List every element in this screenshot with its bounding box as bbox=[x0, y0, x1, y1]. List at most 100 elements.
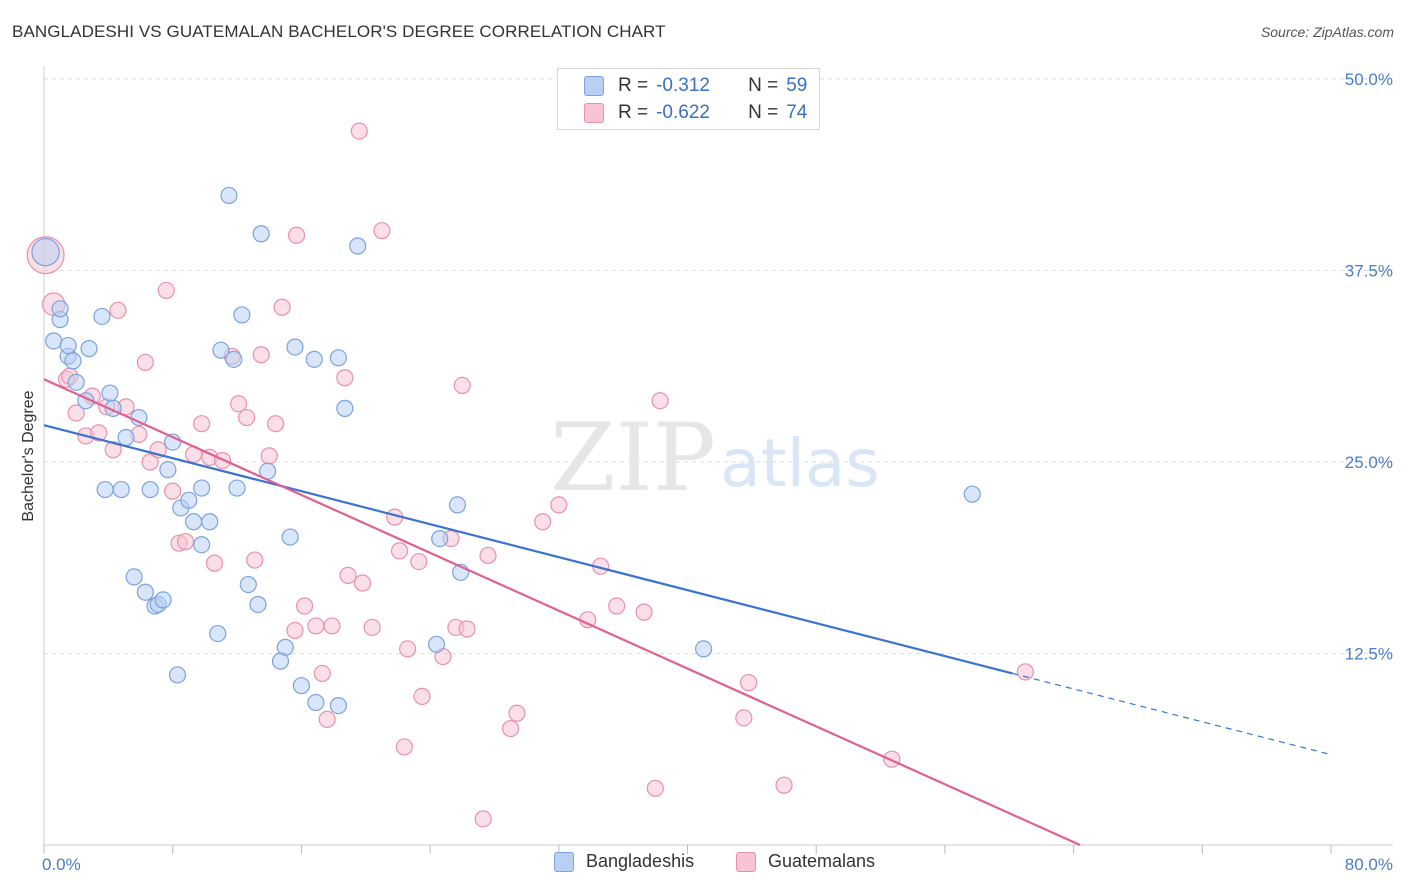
bangladeshi-point bbox=[117, 428, 135, 447]
r-value: -0.622 bbox=[656, 102, 710, 123]
guatemalan-point bbox=[273, 298, 291, 316]
bangladeshi-point bbox=[336, 399, 354, 417]
x-tick-label: 0.0% bbox=[42, 855, 81, 874]
r-label: R = bbox=[618, 102, 649, 123]
guatemalan-point bbox=[109, 301, 127, 319]
guatemalan-point bbox=[67, 404, 85, 422]
guatemalan-point bbox=[286, 621, 304, 640]
bangladeshi-point bbox=[239, 575, 257, 594]
bangladeshi-trend-extension bbox=[1012, 672, 1332, 756]
guatemalan-point bbox=[353, 574, 372, 592]
tick-labels: 12.5% 25.0% 37.5% 50.0% 0.0% 80.0% bbox=[42, 70, 1393, 874]
guatemalan-point bbox=[398, 640, 417, 658]
guatemalan-point bbox=[395, 738, 413, 756]
guatemalan-point bbox=[508, 704, 526, 722]
guatemalan-point bbox=[635, 603, 653, 621]
guatemalan-point bbox=[413, 687, 431, 705]
guatemalan-point bbox=[238, 408, 256, 427]
guatemalan-point bbox=[458, 620, 476, 638]
bangladeshi-point bbox=[130, 408, 148, 427]
legend-label: Guatemalans bbox=[768, 851, 876, 871]
n-value: 74 bbox=[786, 102, 808, 123]
bangladeshi-point bbox=[67, 373, 85, 391]
guatemalan-point bbox=[104, 441, 122, 459]
legend-row-guatemalans: R = -0.622 N = 74 bbox=[584, 100, 807, 126]
bangladeshi-trend-line bbox=[43, 424, 1013, 675]
bangladeshis-points bbox=[31, 186, 981, 715]
guatemalan-point bbox=[307, 617, 325, 635]
grid-lines bbox=[44, 78, 1393, 654]
bangladeshi-point bbox=[31, 237, 60, 267]
guatemalan-point bbox=[534, 513, 552, 531]
y-tick-label: 50.0% bbox=[1345, 70, 1393, 89]
bangladeshi-point bbox=[112, 480, 130, 499]
y-tick-label: 37.5% bbox=[1345, 262, 1393, 281]
y-axis-label: Bachelor's Degree bbox=[20, 390, 37, 521]
bangladeshi-point bbox=[307, 693, 325, 712]
guatemalan-point bbox=[336, 369, 354, 387]
bangladeshi-point bbox=[292, 677, 310, 695]
bangladeshi-point bbox=[209, 624, 227, 643]
bangladeshi-point bbox=[329, 349, 348, 367]
blue-swatch-icon bbox=[584, 76, 604, 96]
bangladeshi-point bbox=[448, 496, 467, 514]
bangladeshi-point bbox=[225, 350, 243, 368]
guatemalan-point bbox=[1016, 663, 1034, 681]
legend-item-bangladeshis: Bangladeshis bbox=[554, 851, 694, 872]
guatemalan-trend-line bbox=[43, 378, 1081, 847]
bangladeshi-point bbox=[212, 341, 230, 359]
guatemalan-point bbox=[740, 674, 758, 692]
bangladeshi-point bbox=[141, 480, 159, 499]
bangladeshi-point bbox=[228, 479, 246, 497]
bangladeshi-point bbox=[963, 485, 981, 503]
guatemalan-point bbox=[323, 617, 341, 635]
guatemalan-point bbox=[136, 353, 154, 372]
bangladeshi-point bbox=[125, 568, 143, 586]
legend-row-bangladeshis: R = -0.312 N = 59 bbox=[584, 73, 807, 99]
bangladeshi-point bbox=[349, 237, 367, 255]
bangladeshi-point bbox=[93, 307, 111, 326]
watermark-atlas: atlas bbox=[720, 425, 880, 502]
bangladeshi-point bbox=[180, 491, 198, 509]
guatemalan-point bbox=[230, 395, 248, 413]
bangladeshi-point bbox=[193, 479, 211, 497]
guatemalan-point bbox=[164, 482, 182, 500]
guatemalan-point bbox=[453, 376, 471, 394]
guatemalan-point bbox=[296, 597, 314, 615]
bangladeshi-point bbox=[252, 225, 270, 243]
guatemalan-point bbox=[176, 533, 195, 551]
guatemalan-point bbox=[246, 551, 264, 569]
bangladeshi-point bbox=[305, 350, 323, 368]
trend-lines bbox=[43, 378, 1332, 847]
bangladeshi-point bbox=[101, 384, 119, 402]
guatemalan-point bbox=[646, 779, 664, 797]
bangladeshi-point bbox=[185, 513, 203, 531]
r-label: R = bbox=[618, 75, 649, 96]
guatemalan-point bbox=[390, 542, 409, 560]
pink-swatch-icon bbox=[584, 103, 604, 123]
guatemalan-point bbox=[260, 447, 278, 465]
bangladeshi-point bbox=[431, 529, 449, 548]
bangladeshi-point bbox=[201, 513, 219, 531]
chart-title: BANGLADESHI VS GUATEMALAN BACHELOR'S DEG… bbox=[12, 22, 666, 41]
source-label: Source: ZipAtlas.com bbox=[1260, 24, 1394, 40]
bangladeshi-point bbox=[281, 528, 299, 546]
n-label: N = bbox=[748, 102, 779, 123]
bangladeshi-point bbox=[233, 306, 251, 324]
guatemalan-point bbox=[141, 453, 159, 471]
n-value: 59 bbox=[786, 75, 808, 96]
guatemalan-point bbox=[252, 346, 270, 364]
bangladeshi-point bbox=[694, 640, 713, 658]
bangladeshi-point bbox=[80, 340, 98, 358]
bangladeshi-point bbox=[59, 336, 77, 355]
guatemalan-point bbox=[157, 281, 175, 300]
bangladeshi-point bbox=[51, 300, 69, 318]
legend-label: Bangladeshis bbox=[586, 851, 695, 871]
guatemalan-point bbox=[287, 226, 306, 244]
n-label: N = bbox=[748, 75, 779, 96]
y-tick-label: 12.5% bbox=[1345, 645, 1393, 664]
watermark: ZIP atlas bbox=[550, 404, 880, 513]
bangladeshi-point bbox=[159, 461, 177, 479]
bangladeshi-point bbox=[427, 635, 446, 653]
